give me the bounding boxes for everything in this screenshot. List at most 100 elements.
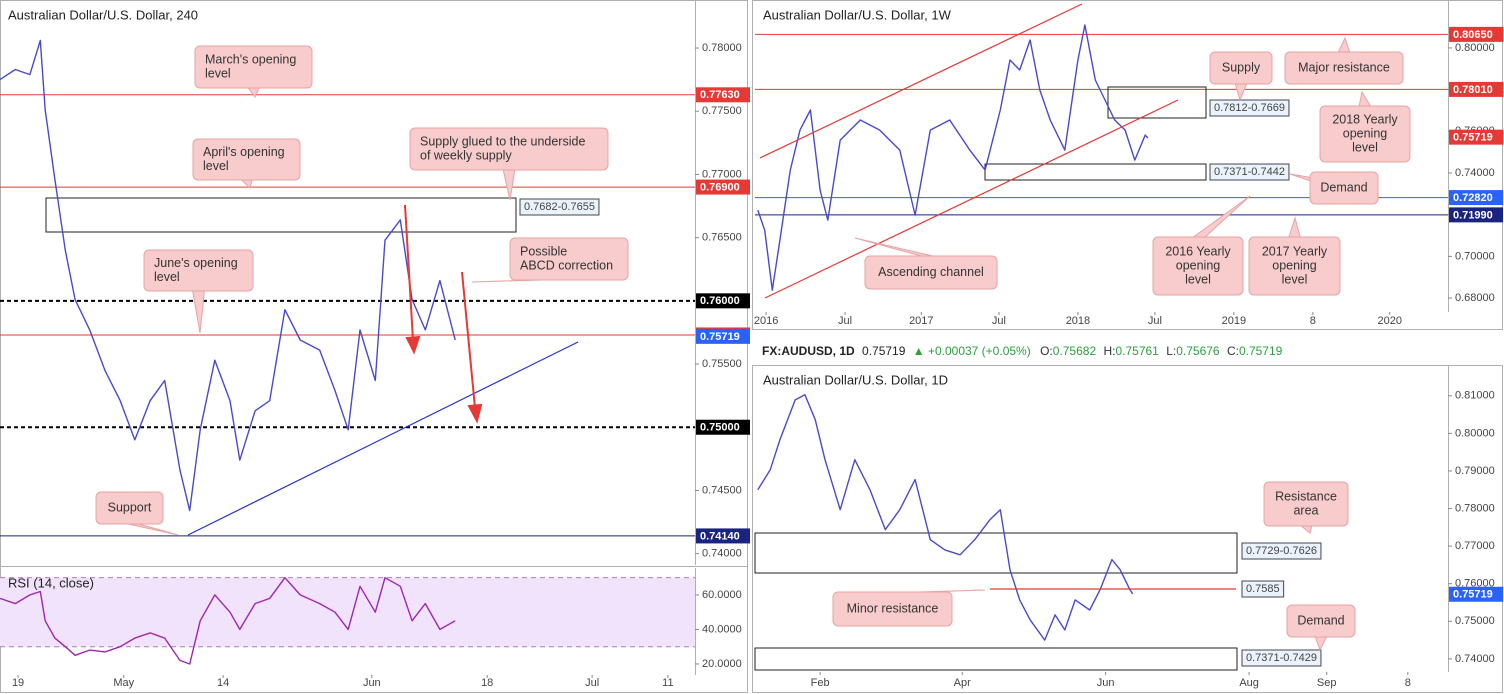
zone-label-box [519,198,600,216]
callout-pointer [854,237,938,258]
y-tick-label: 60.0000 [702,589,742,601]
callout-text: April's opening [203,145,285,159]
callout-box [1319,105,1411,163]
price-line [0,577,456,665]
x-tick-label: 2020 [1378,315,1402,327]
level-label-box [696,419,750,435]
change: ▲ +0.00037 (+0.05%) [913,344,1031,358]
level-label: 0.75719 [1453,589,1493,601]
x-tick-label: Jul [1148,315,1162,327]
callout-text: Supply [1222,60,1261,74]
callout-text: Demand [1297,613,1344,627]
y-tick-label: 0.81000 [1455,390,1495,402]
level-label-box [1449,26,1503,42]
info-bar: FX:AUDUSD, 1D 0.75719 ▲ +0.00037 (+0.05%… [762,344,1283,358]
x-tick-label: Sep [1317,677,1337,689]
y-tick-label: 40.0000 [702,623,742,635]
x-tick-label: Jul [585,677,599,689]
arrow-head [467,403,483,424]
level-label-box [1449,129,1503,145]
callout-pointer [1191,195,1251,239]
x-tick-label: 14 [217,677,229,689]
level-label-box [696,328,750,344]
callout-text: Demand [1320,180,1367,194]
callout-pointer [1314,635,1328,652]
level-label-box [696,528,750,544]
level-label-box [696,87,750,103]
last: 0.75719 [862,344,906,358]
callout-box [95,491,164,525]
callout-pointer [1288,216,1301,239]
y-tick-label: 0.78000 [702,42,742,54]
callout-box [832,591,953,627]
chart-title: Australian Dollar/U.S. Dollar, 1D [763,372,948,387]
y-tick-label: 0.78000 [1455,502,1495,514]
callout-pointer [1337,36,1351,54]
level-label: 0.78010 [1453,84,1493,96]
callout-box [143,249,254,292]
x-tick-label: 8 [1310,315,1316,327]
arrow-head [405,335,421,355]
y-tick-label: 0.74000 [1455,167,1495,179]
callout-text: area [1293,503,1318,517]
price-line [757,24,1149,291]
level-label: 0.75719 [1453,132,1493,144]
x-tick-label: Jul [992,315,1006,327]
callout-text: level [205,66,231,80]
callout-pointer [123,522,179,536]
callout-text: Resistance [1275,489,1337,503]
callout-text: Ascending channel [878,265,984,279]
zone-label: 0.7371-0.7429 [1246,652,1317,664]
callout-box [1248,236,1341,296]
level-label: 0.74140 [700,530,740,542]
y-tick-label: 0.79000 [1455,465,1495,477]
level-label: 0.76000 [700,295,740,307]
zone-label: 0.7729-0.7626 [1246,545,1317,557]
y-tick-label: 0.70000 [1455,250,1495,262]
x-tick-label: May [113,677,134,689]
callout-text: Minor resistance [847,601,939,615]
callout-box [1286,604,1356,638]
y-tick-label: 0.75500 [702,358,742,370]
level-label: 0.72820 [1453,192,1493,204]
rsi-band [0,577,695,647]
zone-box [45,197,517,233]
y-tick-label: 0.77500 [702,105,742,117]
x-tick-label: 8 [1405,677,1411,689]
zone-label-box [1241,542,1322,560]
level-label: 0.76900 [700,181,740,193]
zone-label: 0.7682-0.7655 [524,201,595,213]
x-tick-label: Aug [1239,677,1259,689]
y-tick-label: 0.77000 [702,168,742,180]
level-label-box [696,179,750,195]
level-label-box [1449,81,1503,97]
x-tick-label: Jul [838,315,852,327]
y-tick-label: 0.74000 [1455,653,1495,665]
callout-text: Supply glued to the underside [420,134,585,148]
x-tick-label: Apr [954,677,971,689]
callout-box [1152,236,1244,296]
level-label: 0.80650 [1453,29,1493,41]
callout-text: level [1282,272,1308,286]
trend-line [187,341,579,536]
price-line [0,39,456,512]
x-tick-label: 18 [481,677,493,689]
callout-box [509,237,629,281]
arrow [461,271,476,409]
x-tick-label: 2018 [1066,315,1090,327]
x-tick-label: 11 [662,677,673,689]
x-tick-label: 2017 [909,315,933,327]
callout-text: 2018 Yearly [1332,112,1398,126]
zone-label: 0.7585 [1246,583,1280,595]
chart-title: RSI (14, close) [8,575,94,590]
x-tick-label: 2019 [1222,315,1246,327]
x-tick-label: Jun [363,677,381,689]
zone-box [984,163,1207,181]
zone-label-box [1241,580,1285,598]
arrows [404,204,483,424]
callout-text: March's opening [205,52,296,66]
y-tick-label: 0.76000 [1455,578,1495,590]
level-label-box [1449,207,1503,223]
under-layer [0,0,1452,678]
series-layer [0,24,1149,665]
